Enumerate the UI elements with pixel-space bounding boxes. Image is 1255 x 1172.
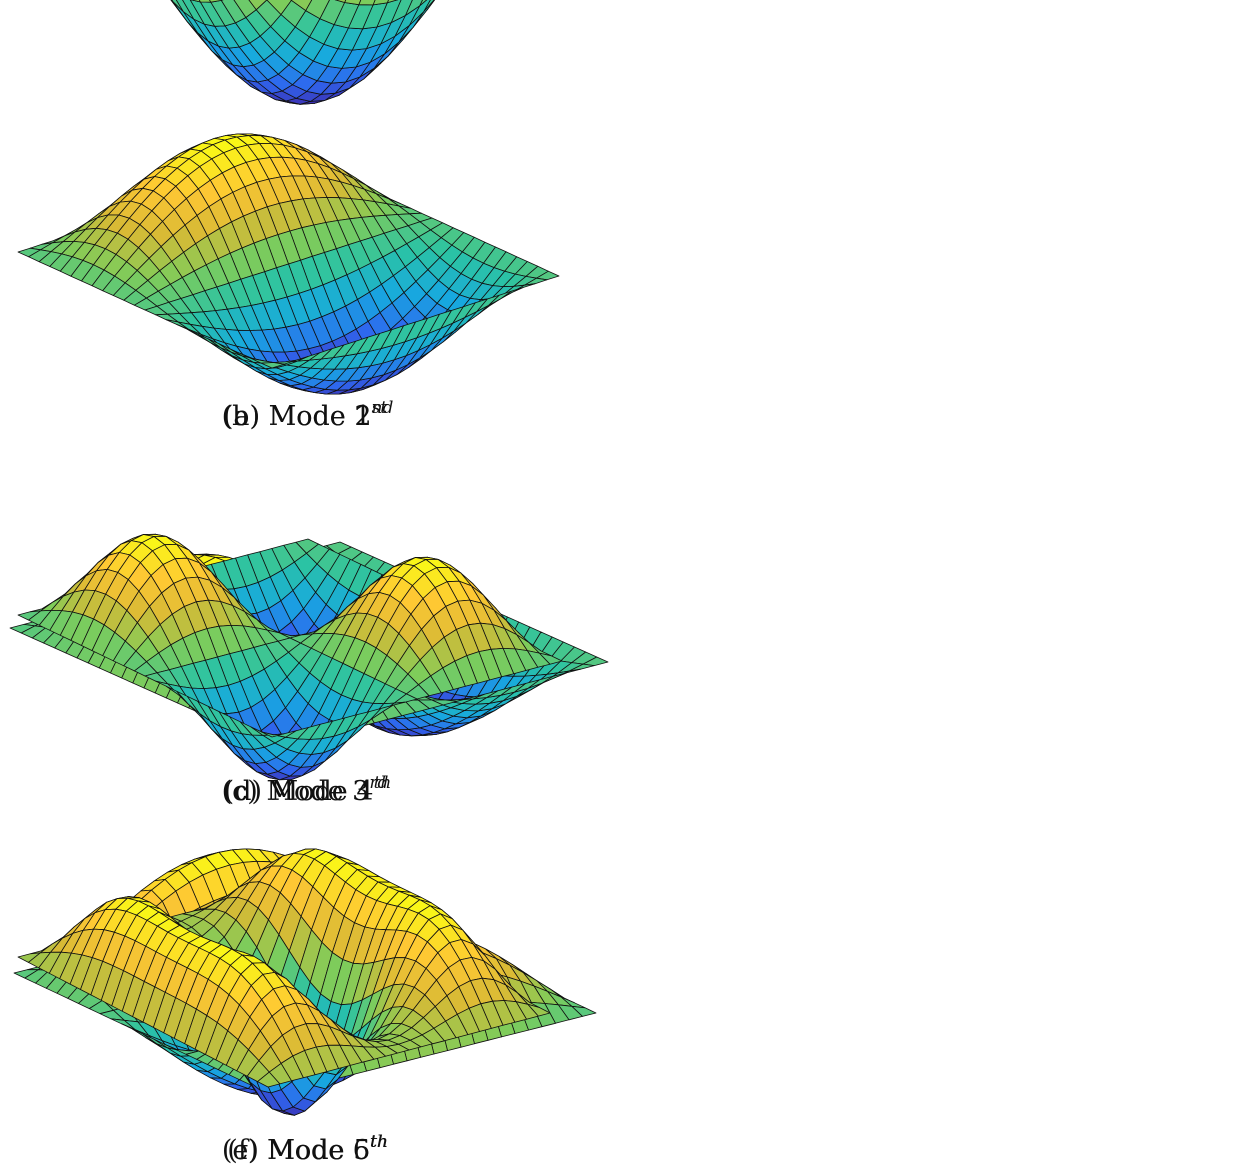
surface-plot-mode-2 [17,133,560,395]
caption-word: Mode [270,776,348,807]
caption-tag: (f) [227,1135,259,1166]
panel-mode-2: (b) Mode 2nd [0,133,615,440]
surface-plot-mode-6 [17,848,551,1116]
caption-ordinal: rd [369,773,389,793]
caption-word: Mode [267,1135,345,1166]
caption-tag: (c) [221,776,258,807]
caption-number: 1 [354,401,372,432]
mesh-cell [305,0,330,20]
caption-mode-6: (f) Mode 6th [0,1132,615,1167]
caption-mode-2: (b) Mode 2nd [0,398,615,433]
surface-plot-mode-1 [170,0,436,105]
mesh-cell [372,0,389,6]
caption-ordinal: nd [371,398,394,418]
caption-ordinal: th [370,1132,389,1152]
mesh-cell [260,731,285,738]
mesh-cell [257,1071,281,1088]
surface-mesh [17,848,551,1116]
caption-word: Mode [268,401,346,432]
caption-word: Mode [266,1135,345,1166]
caption-mode-4: (d) Mode 4th [0,773,615,808]
panel-mode-1: (a) Mode 1st [0,0,610,440]
mesh-cell [358,0,376,6]
caption-mode-1: (a) Mode 1st [0,398,610,433]
mesh-cell [386,0,399,4]
surface-mesh [17,533,563,781]
caption-number: 6 [352,1135,370,1166]
caption-ordinal: st [371,398,388,418]
mesh-cell [344,0,362,6]
caption-mode-5: (e) Mode 5th [0,1132,610,1167]
mesh-cell [260,362,285,369]
mesh-cell [290,0,313,12]
mesh-cell [423,0,435,13]
surface-plot-mode-4 [17,533,563,781]
mesh-cell [171,0,174,3]
caption-tag: (e) [221,1135,259,1166]
caption-mode-3: (c) Mode 3rd [0,773,610,808]
caption-number: 5 [353,1135,371,1166]
mesh-cell [248,0,268,11]
caption-tag: (a) [222,401,261,432]
caption-number: 4 [356,776,374,807]
caption-ordinal: th [373,773,392,793]
panel-mode-4: (d) Mode 4th [0,455,615,815]
caption-tag: (d) [223,776,263,807]
caption-tag: (b) [221,401,260,432]
surface-mesh [170,0,436,105]
mesh-cell [404,0,423,16]
caption-number: 2 [354,401,372,432]
surface-mesh [17,133,560,395]
panel-mode-6: (f) Mode 6th [0,825,615,1172]
caption-ordinal: th [369,1132,388,1152]
caption-word: Mode [268,401,346,432]
mesh-cell [419,0,428,7]
caption-word: Mode [266,776,344,807]
mesh-cell [334,0,347,3]
caption-number: 3 [352,776,370,807]
